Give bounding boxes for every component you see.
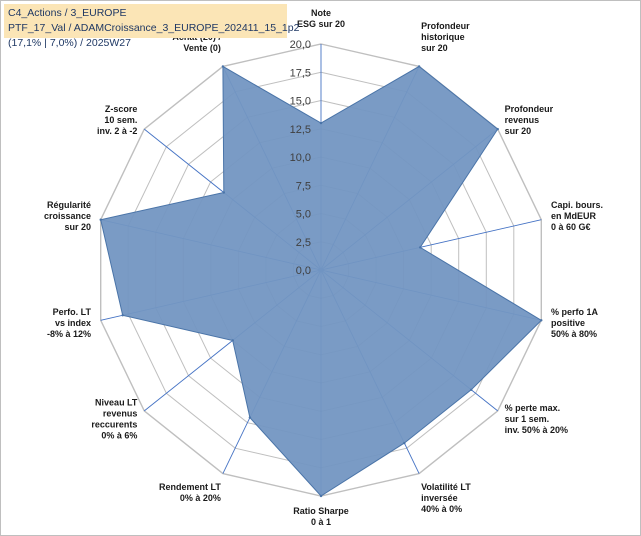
data-point: [496, 127, 499, 131]
axis-label-line: Note: [311, 8, 331, 18]
axis-label-line: sur 20: [505, 126, 532, 136]
data-point: [121, 314, 124, 317]
axis-label-line: sur 20: [64, 222, 91, 232]
axis-label: % perte max. sur 1 sem. inv. 50% à 20%: [505, 403, 568, 435]
data-point: [221, 65, 225, 68]
axis-label-line: % perte max.: [505, 403, 561, 413]
axis-label-line: Perfo. LT: [53, 307, 92, 317]
axis-label: Capi. bours. en MdEUR 0 à 60 G€: [551, 200, 603, 232]
axis-label-line: 0 à 1: [311, 517, 331, 527]
data-point: [470, 388, 473, 391]
axis-label-line: revenus: [103, 409, 138, 419]
chart-title-line-3: (17,1% | 7,0%) / 2025W27: [8, 37, 131, 49]
axis-label-line: ESG sur 20: [297, 19, 345, 29]
radial-tick-label: 20,0: [290, 39, 311, 51]
radial-tick-label: 10,0: [290, 152, 311, 164]
chart-title-line-1: C4_Actions / 3_EUROPE: [8, 7, 127, 19]
data-point: [222, 191, 225, 194]
axis-label-line: -8% à 12%: [47, 329, 91, 339]
data-point: [319, 494, 323, 498]
axis-label-line: 0% à 20%: [180, 493, 221, 503]
axis-label-line: Niveau LT: [95, 398, 138, 408]
axis-label-line: sur 20: [421, 43, 448, 53]
data-point: [99, 218, 102, 221]
axis-label-line: 0 à 60 G€: [551, 222, 591, 232]
axis-label-line: Ratio Sharpe: [293, 506, 349, 516]
axis-label-line: Capi. bours.: [551, 200, 603, 210]
axis-label-line: Régularité: [47, 200, 91, 210]
axis-label-line: 50% à 80%: [551, 329, 597, 339]
axis-label: % perfo 1A positive 50% à 80%: [551, 307, 599, 339]
axis-label-line: % perfo 1A: [551, 307, 599, 317]
radial-tick-label: 15,0: [290, 96, 311, 108]
axis-label-line: 10 sem.: [104, 115, 137, 125]
data-point: [319, 121, 323, 125]
data-point: [540, 319, 543, 322]
axis-label: Rendement LT 0% à 20%: [159, 482, 221, 503]
axis-label-line: Vente (0): [183, 43, 221, 53]
axis-label: Z-score 10 sem. inv. 2 à -2: [97, 104, 137, 136]
chart-title-line-2: PTF_17_Val / ADAMCroissance_3_EUROPE_202…: [8, 22, 300, 34]
axis-label-line: sur 1 sem.: [505, 414, 550, 424]
axis-label: Ratio Sharpe 0 à 1: [293, 506, 349, 527]
radial-tick-label: 2,5: [296, 237, 311, 249]
radial-tick-label: 5,0: [296, 209, 311, 221]
radial-tick-label: 17,5: [290, 67, 311, 79]
data-point: [231, 339, 234, 342]
axis-label: Perfo. LT vs index -8% à 12%: [47, 307, 92, 339]
axis-label-line: revenus: [505, 115, 540, 125]
axis-label-line: positive: [551, 318, 585, 328]
chart-title-box: C4_Actions / 3_EUROPE PTF_17_Val / ADAMC…: [4, 4, 300, 49]
axis-label-line: inv. 50% à 20%: [505, 425, 568, 435]
axis-label-line: Rendement LT: [159, 482, 221, 492]
axis-label-line: historique: [421, 32, 465, 42]
axis-label-line: vs index: [55, 318, 91, 328]
axis-label: Profondeur revenus sur 20: [505, 104, 554, 136]
axis-label-line: 40% à 0%: [421, 504, 462, 514]
radial-tick-label: 0,0: [296, 265, 311, 277]
axis-label-line: reccurents: [91, 420, 137, 430]
axis-label-line: Z-score: [105, 104, 138, 114]
axis-label-line: en MdEUR: [551, 211, 597, 221]
axis-label-line: Profondeur: [421, 21, 470, 31]
radial-tick-label: 12,5: [290, 124, 311, 136]
axis-label: Profondeur historique sur 20: [421, 21, 470, 53]
data-point: [403, 441, 406, 445]
data-point: [248, 416, 252, 419]
axis-label: Volatilité LT inversée 40% à 0%: [421, 482, 471, 514]
axis-label-line: inv. 2 à -2: [97, 126, 137, 136]
axis-label-line: 0% à 6%: [101, 431, 137, 441]
data-series-area: [100, 65, 543, 497]
axis-label-line: Profondeur: [505, 104, 554, 114]
radial-tick-label: 7,5: [296, 180, 311, 192]
axis-label: Note ESG sur 20: [297, 8, 345, 29]
data-point: [417, 65, 421, 68]
axis-label: Niveau LT revenus reccurents 0% à 6%: [91, 398, 138, 441]
axis-label-line: inversée: [421, 493, 458, 503]
axis-label: Régularité croissance sur 20: [44, 200, 91, 232]
data-point: [419, 246, 422, 249]
axis-label-line: croissance: [44, 211, 91, 221]
axis-label-line: Volatilité LT: [421, 482, 471, 492]
